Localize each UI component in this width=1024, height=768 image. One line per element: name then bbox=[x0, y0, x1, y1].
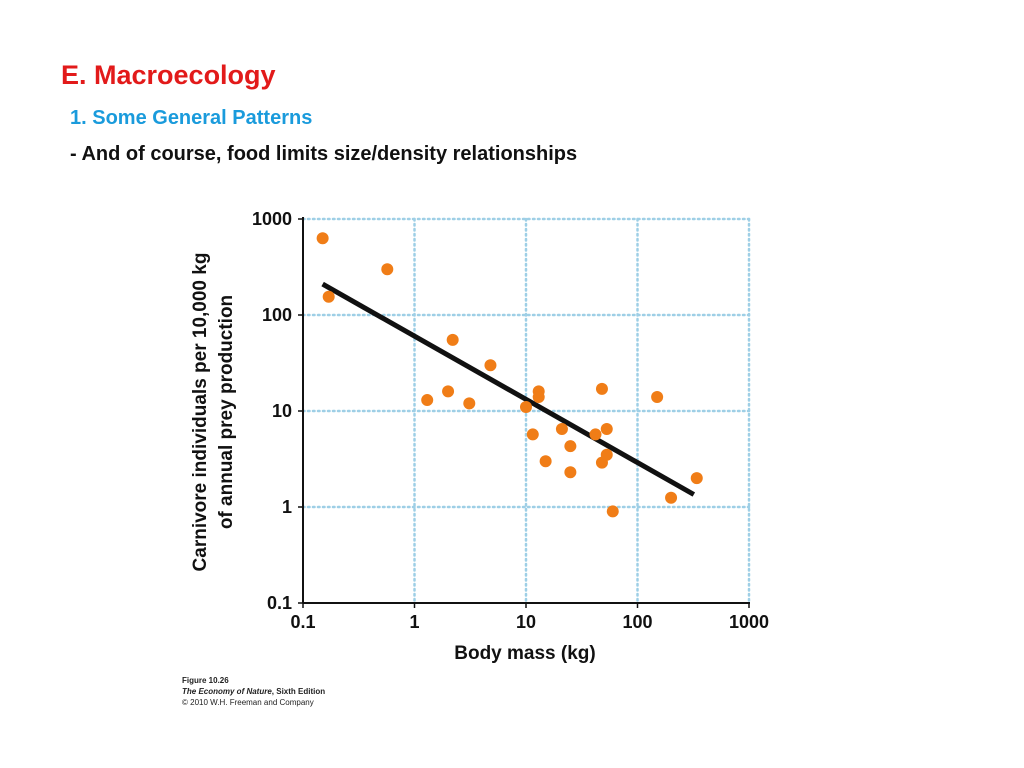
x-tick-label: 100 bbox=[622, 612, 652, 632]
slide-title: E. Macroecology bbox=[61, 60, 276, 90]
y-tick-label: 1 bbox=[282, 497, 292, 517]
slide-subtitle: 1. Some General Patterns bbox=[70, 107, 313, 129]
y-tick-label: 0.1 bbox=[267, 593, 292, 613]
caption-figure-number: Figure 10.26 bbox=[182, 676, 229, 685]
y-tick-label: 100 bbox=[262, 305, 292, 325]
caption-edition: , Sixth Edition bbox=[271, 687, 326, 696]
figure-caption: Figure 10.26 The Economy of Nature, Sixt… bbox=[182, 675, 325, 708]
data-point bbox=[526, 428, 539, 441]
data-point bbox=[532, 390, 545, 403]
data-point bbox=[595, 382, 608, 395]
data-point bbox=[665, 491, 678, 504]
data-point bbox=[606, 505, 619, 518]
x-tick-label: 1000 bbox=[729, 612, 769, 632]
data-points bbox=[316, 232, 703, 518]
x-tick-label: 0.1 bbox=[290, 612, 315, 632]
y-tick-label: 10 bbox=[272, 401, 292, 421]
data-point bbox=[381, 263, 394, 276]
caption-copyright: © 2010 W.H. Freeman and Company bbox=[182, 698, 314, 707]
slide-bullet: - And of course, food limits size/densit… bbox=[70, 143, 578, 165]
data-point bbox=[564, 466, 577, 479]
data-point bbox=[446, 333, 459, 346]
data-point bbox=[539, 455, 552, 468]
data-point bbox=[564, 440, 577, 453]
caption-book-title: The Economy of Nature bbox=[182, 687, 272, 696]
y-axis-label-line2: of annual prey production bbox=[216, 295, 237, 529]
data-point bbox=[600, 448, 613, 461]
y-tick-label: 1000 bbox=[252, 209, 292, 229]
data-point bbox=[421, 394, 434, 407]
data-point bbox=[600, 422, 613, 435]
x-axis-label: Body mass (kg) bbox=[454, 643, 595, 664]
data-point bbox=[316, 232, 329, 245]
x-tick-label: 1 bbox=[409, 612, 419, 632]
data-point bbox=[589, 428, 602, 441]
data-point bbox=[651, 390, 664, 403]
data-point bbox=[322, 290, 335, 303]
data-point bbox=[484, 359, 497, 372]
fit-line-group bbox=[321, 281, 696, 497]
tick-labels: 0.1 1 10 100 1000 0.1 1 10 100 1000 bbox=[252, 209, 769, 632]
data-point bbox=[520, 401, 532, 414]
data-point bbox=[442, 385, 455, 398]
data-point bbox=[690, 472, 703, 485]
data-point bbox=[463, 397, 476, 410]
data-point bbox=[555, 422, 568, 435]
y-axis-label-line1: Carnivore individuals per 10,000 kg bbox=[190, 253, 211, 572]
axes bbox=[298, 217, 750, 608]
fit-line bbox=[321, 281, 696, 497]
caption-source: The Economy of Nature, Sixth Edition bbox=[182, 686, 325, 697]
x-tick-label: 10 bbox=[516, 612, 536, 632]
